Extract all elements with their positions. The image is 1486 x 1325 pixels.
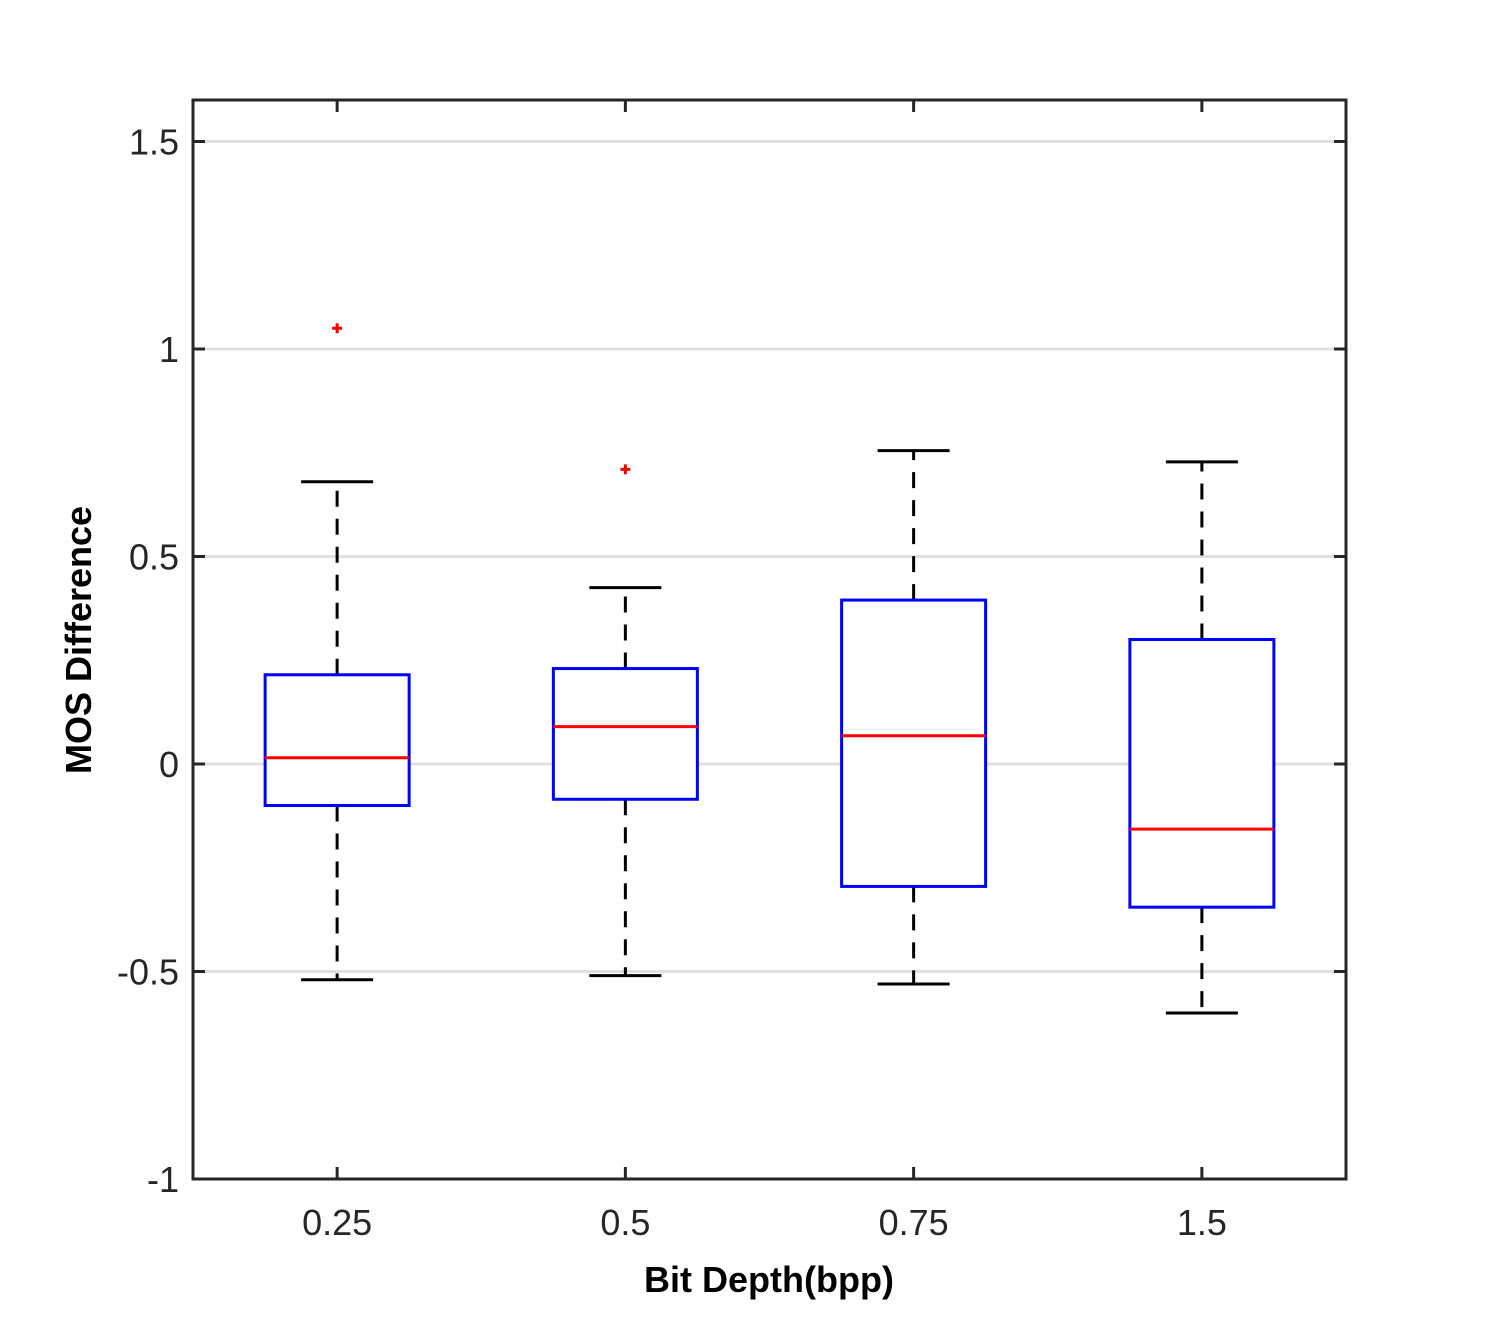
box-0_25 bbox=[263, 323, 411, 982]
boxes-group bbox=[263, 323, 1276, 1015]
y-tick-labels: -1 -0.5 0 0.5 1 1.5 bbox=[117, 122, 179, 1201]
y-tick-label: 1.5 bbox=[129, 122, 179, 163]
box-0_5 bbox=[551, 464, 699, 978]
x-tick-label: 1.5 bbox=[1177, 1202, 1227, 1243]
x-tick-label: 0.75 bbox=[879, 1202, 949, 1243]
iqr-box bbox=[551, 667, 699, 801]
y-axis-title: MOS Difference bbox=[58, 506, 99, 774]
y-tick-label: 0.5 bbox=[129, 537, 179, 578]
y-tick-label: -1 bbox=[147, 1159, 179, 1200]
x-tick-label: 0.25 bbox=[302, 1202, 372, 1243]
iqr-box bbox=[263, 673, 411, 808]
x-tick-labels: 0.25 0.5 0.75 1.5 bbox=[302, 1202, 1227, 1243]
outlier-marker bbox=[332, 323, 343, 334]
x-tick-label: 0.5 bbox=[600, 1202, 650, 1243]
box-0_75 bbox=[840, 449, 988, 986]
plot-frame bbox=[191, 98, 1348, 1181]
iqr-box bbox=[840, 598, 988, 888]
outlier-marker bbox=[620, 464, 631, 475]
x-axis-title: Bit Depth(bpp) bbox=[644, 1259, 894, 1300]
iqr-box bbox=[1128, 638, 1276, 909]
y-tick-label: 1 bbox=[159, 329, 179, 370]
y-tick-label: 0 bbox=[159, 744, 179, 785]
box-1_5 bbox=[1128, 460, 1276, 1015]
y-tick-label: -0.5 bbox=[117, 952, 179, 993]
